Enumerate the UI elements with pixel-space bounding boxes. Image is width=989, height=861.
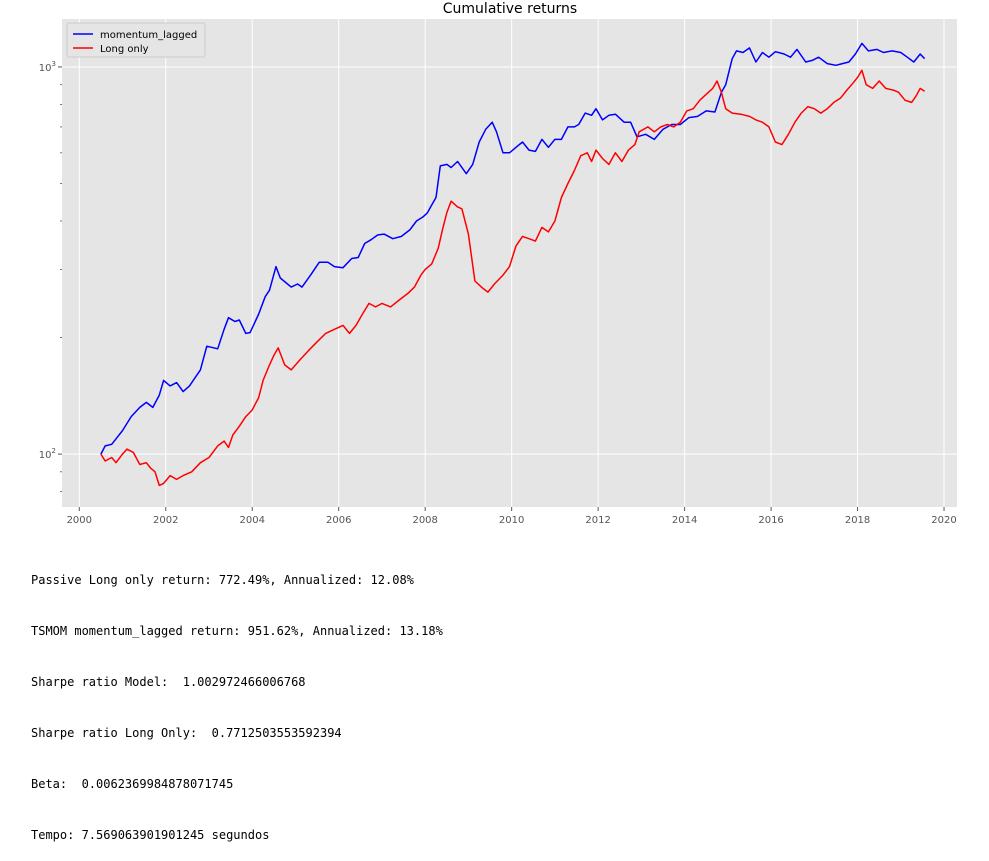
stat-line-sharpe-model: Sharpe ratio Model: 1.002972466006768 — [31, 675, 306, 689]
chart-container: 2000 2002 2004 2006 2008 2010 2012 2014 2016 2018… — [39, 1, 957, 526]
y-tick-label: 103 — [39, 60, 56, 74]
x-tick-label: 2002 — [153, 515, 178, 526]
x-tick-label: 2008 — [412, 515, 437, 526]
stat-line-sharpe-long-only: Sharpe ratio Long Only: 0.77125035535923… — [31, 726, 342, 740]
stat-line-tsmom-return: TSMOM momentum_lagged return: 951.62%, A… — [31, 624, 443, 638]
x-tick-label: 2000 — [67, 515, 92, 526]
stats-output: Passive Long only return: 772.49%, Annua… — [31, 538, 443, 861]
x-tick-label: 2012 — [585, 515, 610, 526]
y-tick-label: 102 — [39, 447, 56, 461]
x-tick-label: 2018 — [845, 515, 870, 526]
x-tick-label: 2004 — [240, 515, 265, 526]
stat-line-beta: Beta: 0.0062369984878071745 — [31, 777, 234, 791]
stat-line-tempo: Tempo: 7.569063901901245 segundos — [31, 828, 270, 842]
stat-line-long-only-return: Passive Long only return: 772.49%, Annua… — [31, 573, 414, 587]
x-tick-label: 2014 — [672, 515, 697, 526]
x-tick-label: 2016 — [758, 515, 783, 526]
series-line-momentum-lagged — [100, 42, 926, 455]
x-tick-label: 2010 — [499, 515, 524, 526]
x-tick-label: 2020 — [931, 515, 956, 526]
plot-background — [62, 19, 957, 507]
legend-entry: momentum_lagged — [100, 30, 197, 41]
series-line-long-only — [100, 69, 926, 487]
legend-entry: Long only — [100, 44, 149, 55]
cumulative-returns-chart: 2000 2002 2004 2006 2008 2010 2012 2014 2016 2018… — [39, 1, 957, 526]
legend-box — [66, 22, 206, 58]
chart-title: Cumulative returns — [443, 1, 577, 17]
x-tick-label: 2006 — [326, 515, 351, 526]
